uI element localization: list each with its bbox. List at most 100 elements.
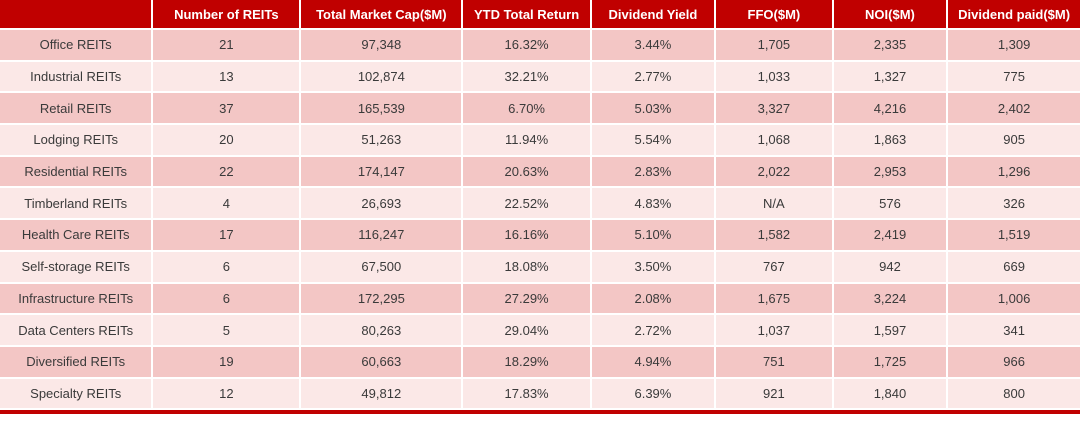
cell-ytd-total-return: 16.16% <box>463 220 592 252</box>
cell-dividend-paid: 341 <box>948 315 1080 347</box>
cell-number-of-reits: 22 <box>153 156 302 189</box>
cell-number-of-reits: 20 <box>153 125 302 157</box>
cell-ffo: 1,033 <box>716 61 834 94</box>
cell-ffo: 767 <box>716 251 834 284</box>
row-label: Lodging REITs <box>0 125 154 157</box>
cell-dividend-yield: 3.50% <box>591 251 717 284</box>
cell-ffo: 2,022 <box>716 156 834 189</box>
row-label: Residential REITs <box>0 156 154 189</box>
cell-noi: 2,335 <box>833 30 949 62</box>
header-row: Number of REITs Total Market Cap($M) YTD… <box>0 0 1080 30</box>
cell-noi: 2,419 <box>833 220 949 252</box>
cell-dividend-yield: 4.94% <box>591 346 717 379</box>
table-row-diversified: Diversified REITs 19 60,663 18.29% 4.94%… <box>0 346 1080 379</box>
row-label: Infrastructure REITs <box>0 283 154 316</box>
cell-number-of-reits: 6 <box>153 283 302 316</box>
cropped-next-row-strip <box>0 410 1080 415</box>
cell-dividend-yield: 5.10% <box>591 220 717 252</box>
cell-dividend-paid: 775 <box>948 61 1080 94</box>
cell-total-market-cap: 174,147 <box>301 156 464 189</box>
cell-ffo: 3,327 <box>716 93 834 126</box>
cell-noi: 1,840 <box>833 378 949 411</box>
cell-dividend-paid: 1,309 <box>948 30 1080 62</box>
table-row-timberland: Timberland REITs 4 26,693 22.52% 4.83% N… <box>0 188 1080 221</box>
row-label: Self-storage REITs <box>0 251 154 284</box>
cell-number-of-reits: 12 <box>153 378 302 411</box>
cell-total-market-cap: 102,874 <box>301 61 464 94</box>
cell-ytd-total-return: 29.04% <box>463 315 592 347</box>
cell-number-of-reits: 6 <box>153 251 302 284</box>
cell-total-market-cap: 26,693 <box>301 188 464 221</box>
cell-ytd-total-return: 18.08% <box>463 251 592 284</box>
cell-noi: 576 <box>833 188 949 221</box>
cell-dividend-paid: 669 <box>948 251 1080 284</box>
cell-ytd-total-return: 32.21% <box>463 61 592 94</box>
cell-number-of-reits: 21 <box>153 30 302 62</box>
table-row-health-care: Health Care REITs 17 116,247 16.16% 5.10… <box>0 220 1080 252</box>
cell-dividend-yield: 5.03% <box>591 93 717 126</box>
header-cell-dividend-yield: Dividend Yield <box>591 0 717 30</box>
table-row-retail: Retail REITs 37 165,539 6.70% 5.03% 3,32… <box>0 93 1080 126</box>
table-row-industrial: Industrial REITs 13 102,874 32.21% 2.77%… <box>0 61 1080 94</box>
cell-noi: 1,725 <box>833 346 949 379</box>
cell-ffo: 1,705 <box>716 30 834 62</box>
header-cell-ytd-total-return: YTD Total Return <box>463 0 592 30</box>
cell-ytd-total-return: 6.70% <box>463 93 592 126</box>
cell-ffo: 1,675 <box>716 283 834 316</box>
cell-noi: 942 <box>833 251 949 284</box>
row-label: Timberland REITs <box>0 188 154 221</box>
cell-dividend-yield: 4.83% <box>591 188 717 221</box>
cell-dividend-paid: 800 <box>948 378 1080 411</box>
cell-number-of-reits: 5 <box>153 315 302 347</box>
cell-total-market-cap: 49,812 <box>301 378 464 411</box>
cell-dividend-yield: 3.44% <box>591 30 717 62</box>
table-row-specialty: Specialty REITs 12 49,812 17.83% 6.39% 9… <box>0 378 1080 411</box>
cell-dividend-paid: 1,006 <box>948 283 1080 316</box>
cell-ytd-total-return: 17.83% <box>463 378 592 411</box>
cell-ffo: 751 <box>716 346 834 379</box>
header-cell-dividend-paid: Dividend paid($M) <box>948 0 1080 30</box>
cell-ytd-total-return: 18.29% <box>463 346 592 379</box>
cell-dividend-yield: 5.54% <box>591 125 717 157</box>
cell-dividend-paid: 966 <box>948 346 1080 379</box>
row-label: Retail REITs <box>0 93 154 126</box>
cell-dividend-paid: 2,402 <box>948 93 1080 126</box>
row-label: Health Care REITs <box>0 220 154 252</box>
cell-total-market-cap: 165,539 <box>301 93 464 126</box>
header-cell-noi: NOI($M) <box>833 0 949 30</box>
table-row-infrastructure: Infrastructure REITs 6 172,295 27.29% 2.… <box>0 283 1080 316</box>
cell-total-market-cap: 60,663 <box>301 346 464 379</box>
reit-sector-table: Number of REITs Total Market Cap($M) YTD… <box>0 0 1080 411</box>
cell-dividend-paid: 1,296 <box>948 156 1080 189</box>
cell-noi: 1,327 <box>833 61 949 94</box>
row-label: Data Centers REITs <box>0 315 154 347</box>
header-cell-number-of-reits: Number of REITs <box>153 0 302 30</box>
cell-total-market-cap: 51,263 <box>301 125 464 157</box>
cell-ffo: 1,582 <box>716 220 834 252</box>
row-label: Office REITs <box>0 30 154 62</box>
cell-dividend-paid: 1,519 <box>948 220 1080 252</box>
cell-dividend-paid: 905 <box>948 125 1080 157</box>
cell-number-of-reits: 4 <box>153 188 302 221</box>
table-body: Office REITs 21 97,348 16.32% 3.44% 1,70… <box>0 30 1080 411</box>
cell-noi: 1,597 <box>833 315 949 347</box>
cell-total-market-cap: 116,247 <box>301 220 464 252</box>
cell-total-market-cap: 67,500 <box>301 251 464 284</box>
cell-ytd-total-return: 22.52% <box>463 188 592 221</box>
cell-dividend-yield: 2.72% <box>591 315 717 347</box>
cell-total-market-cap: 97,348 <box>301 30 464 62</box>
cell-ffo: N/A <box>716 188 834 221</box>
cell-ytd-total-return: 16.32% <box>463 30 592 62</box>
cell-number-of-reits: 37 <box>153 93 302 126</box>
header-cell-blank <box>0 0 154 30</box>
row-label: Industrial REITs <box>0 61 154 94</box>
cell-noi: 3,224 <box>833 283 949 316</box>
table-row-data-centers: Data Centers REITs 5 80,263 29.04% 2.72%… <box>0 315 1080 347</box>
cell-dividend-yield: 2.08% <box>591 283 717 316</box>
cell-ffo: 1,068 <box>716 125 834 157</box>
table-row-residential: Residential REITs 22 174,147 20.63% 2.83… <box>0 156 1080 189</box>
cell-dividend-yield: 2.77% <box>591 61 717 94</box>
cell-ffo: 1,037 <box>716 315 834 347</box>
row-label: Specialty REITs <box>0 378 154 411</box>
